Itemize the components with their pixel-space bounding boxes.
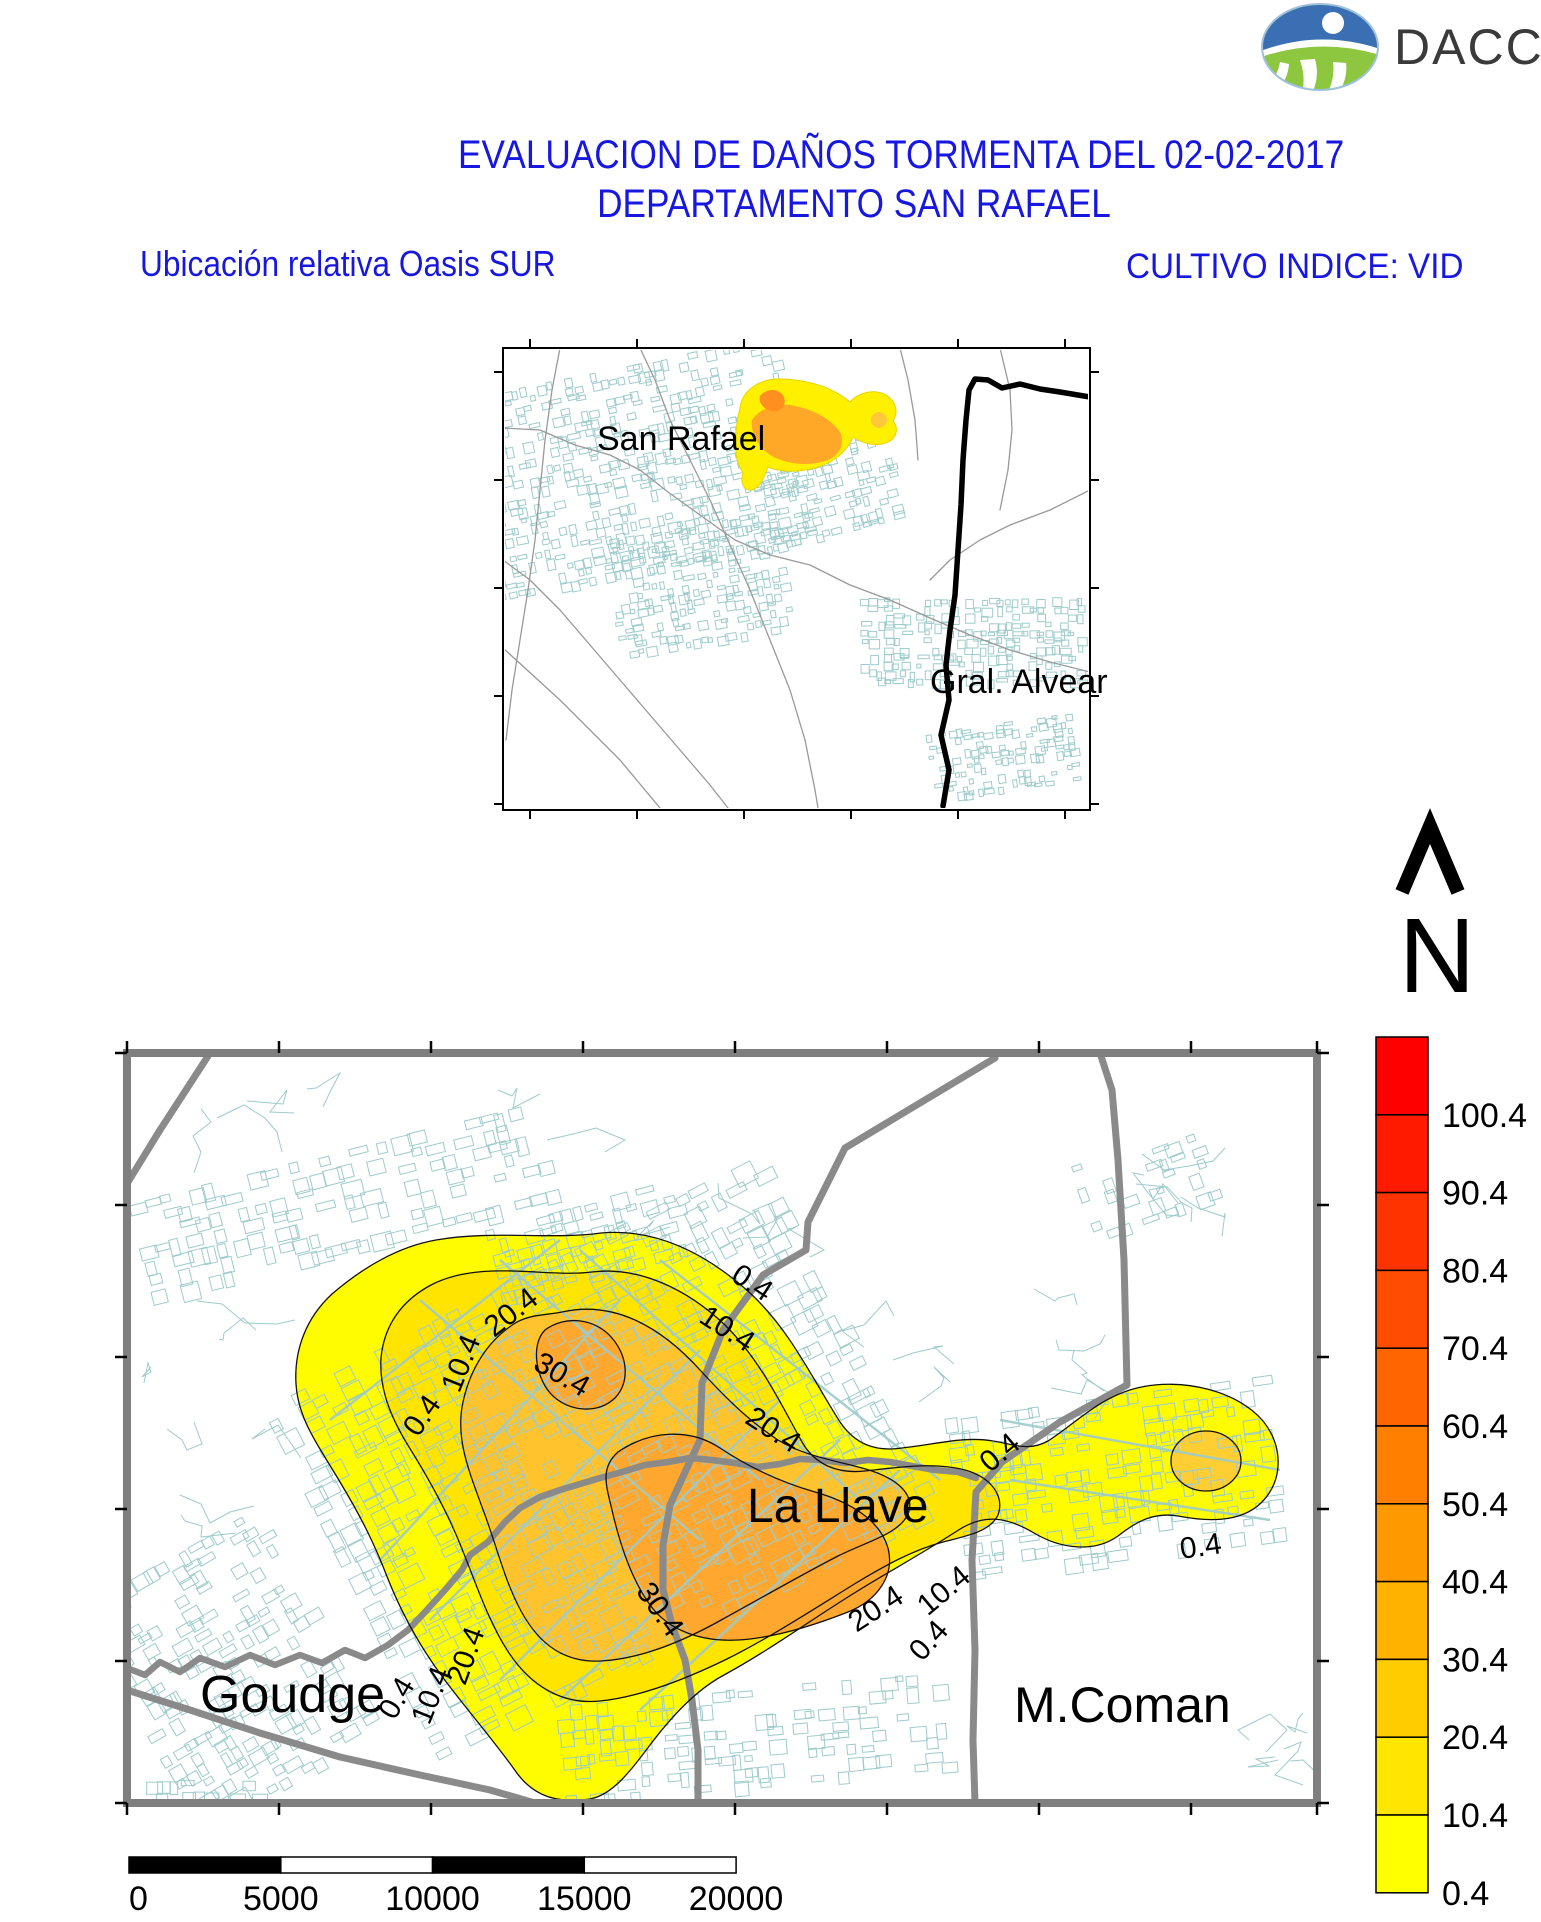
main-map-ticks [115,1041,1329,1815]
colorbar-legend: 100.4 90.4 80.4 70.4 60.4 50.4 40.4 30.4 20.4 10.… [1375,1036,1527,1913]
scalebar-label: 10000 [385,1880,480,1918]
place-label-goudge: Goudge [200,1666,385,1724]
page-title: EVALUACION DE DAÑOS TORMENTA DEL 02-02-2… [458,131,1345,229]
colorbar-segment [1375,1114,1429,1194]
inset-label-gral-alvear: Gral. Alvear [930,663,1108,701]
colorbar-segment [1375,1036,1429,1116]
scalebar-segment [128,1856,282,1874]
main-map-frame [123,1049,1321,1807]
place-label-m-coman: M.Coman [1014,1677,1231,1733]
colorbar-segment [1375,1269,1429,1349]
colorbar-value-label: 30.4 [1442,1641,1508,1679]
colorbar-segment [1375,1503,1429,1583]
field-outlines [141,1071,1313,1786]
title-line1: EVALUACION DE DAÑOS TORMENTA DEL 02-02-2… [458,133,1345,177]
scalebar-label: 0 [129,1880,148,1918]
colorbar-value-label: 90.4 [1442,1175,1508,1213]
colorbar-segment [1375,1347,1429,1427]
inset-frame [502,347,1091,811]
contour-value-label: 0.4 [903,1614,955,1667]
contour-value-label: 0.4 [1178,1527,1224,1565]
colorbar-segment [1375,1580,1429,1661]
subtitle-crop-index: CULTIVO INDICE: VID [1126,247,1464,286]
scalebar-label: 15000 [537,1880,632,1918]
colorbar-value-label: 40.4 [1442,1564,1508,1602]
colorbar-segment [1375,1814,1429,1894]
colorbar-value-label: 20.4 [1442,1719,1508,1757]
colorbar-segment [1375,1191,1429,1272]
place-label-la-llave: La Llave [747,1480,928,1533]
colorbar-segment [1375,1736,1429,1816]
scalebar-label: 5000 [243,1880,319,1918]
colorbar-segment [1375,1658,1429,1738]
scalebar-label: 20000 [689,1880,784,1918]
colorbar-value-label: 10.4 [1442,1797,1508,1835]
main-map [131,1057,1313,1799]
colorbar-value-label: 100.4 [1442,1097,1527,1135]
title-line2: DEPARTAMENTO SAN RAFAEL [597,181,1111,226]
scalebar-segment [280,1856,434,1874]
dacc-logo-text: DACC [1394,19,1541,75]
dacc-logo-icon [1261,3,1379,91]
colorbar-value-label: 60.4 [1442,1408,1508,1446]
scalebar-segment [431,1856,586,1874]
colorbar-value-label: 70.4 [1442,1330,1508,1368]
colorbar-segment [1375,1425,1429,1505]
colorbar-value-label: 0.4 [1442,1875,1489,1913]
scale-bar: 0 5000 10000 15000 20000 [128,1856,784,1918]
scalebar-segment [583,1856,737,1874]
subtitle-location: Ubicación relativa Oasis SUR [140,243,556,284]
inset-ticks [494,339,1099,819]
inset-label-san-rafael: San Rafael [597,420,765,458]
north-label: N [1399,897,1476,1015]
inset-map [505,350,1088,808]
contour-value-label: 10.4 [911,1559,977,1622]
colorbar-value-label: 50.4 [1442,1486,1508,1524]
north-arrow-icon [1395,808,1465,895]
colorbar-value-label: 80.4 [1442,1252,1508,1290]
